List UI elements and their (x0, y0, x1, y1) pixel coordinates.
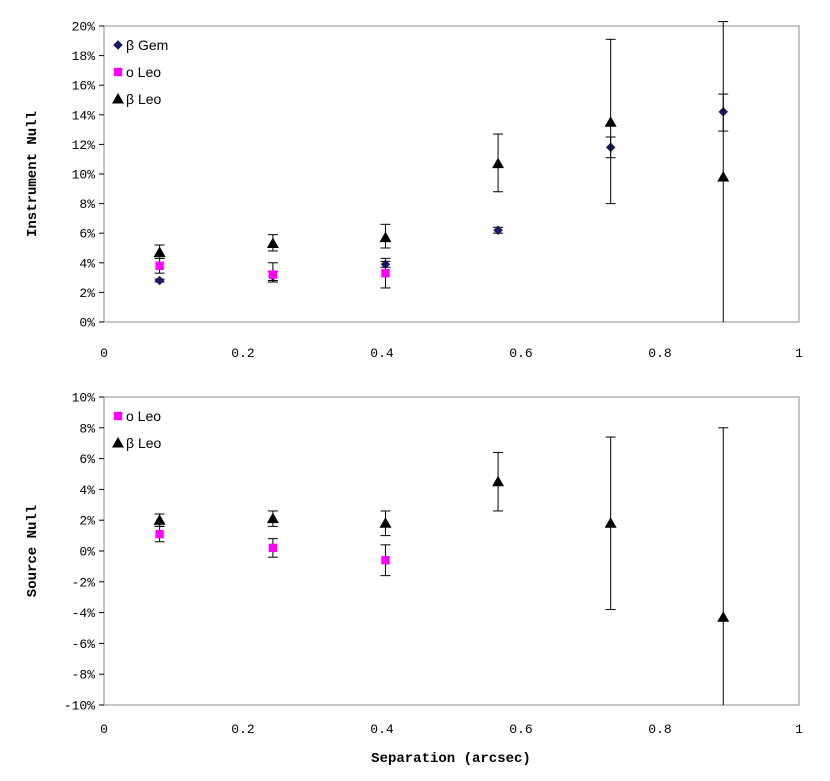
y-axis: 0% 2% 4% 6% 8% 10% 12% 14% 16% 18% 20% (72, 20, 104, 331)
y-tick-label: 10% (72, 391, 96, 406)
y-tick-label: 10% (72, 168, 96, 183)
data-point (154, 275, 165, 286)
data-point (492, 475, 505, 487)
plot-area (103, 25, 800, 323)
data-point (379, 517, 392, 528)
data-point (379, 231, 392, 243)
y-tick-label: 16% (72, 79, 96, 94)
data-point (492, 157, 505, 169)
data-point (717, 611, 730, 622)
legend-marker (113, 411, 123, 421)
x-tick-label: 0.4 (370, 346, 394, 361)
x-axis: 0 0.2 0.4 0.6 0.8 1 (100, 722, 803, 737)
data-point (717, 170, 730, 182)
data-point (493, 225, 503, 236)
data-point (266, 237, 279, 249)
legend-marker (112, 437, 124, 448)
data-point (153, 514, 166, 525)
legend-item: β Leo (112, 435, 162, 451)
legend-label: β Leo (126, 435, 162, 451)
data-point (381, 268, 390, 278)
series-triangle (153, 21, 730, 322)
legend-label: o Leo (126, 64, 161, 80)
data-point (604, 116, 617, 127)
data-point (266, 512, 279, 524)
y-axis-label: Instrument Null (25, 111, 41, 237)
legend-label: β Leo (126, 91, 162, 107)
data-series (153, 427, 730, 705)
y-tick-label: 0% (79, 316, 95, 331)
y-axis-label: Source Null (25, 505, 41, 597)
y-tick-label: 2% (79, 514, 95, 529)
x-tick-label: 0.2 (231, 346, 254, 361)
series-triangle (153, 427, 730, 705)
y-tick-label: -10% (64, 699, 95, 714)
legend-label: β Gem (126, 37, 168, 53)
y-tick-label: 6% (79, 452, 95, 467)
y-tick-label: -6% (72, 637, 96, 652)
data-point (604, 517, 617, 528)
data-point (155, 529, 164, 539)
x-tick-label: 0 (100, 722, 108, 737)
y-tick-label: 8% (79, 421, 95, 436)
y-tick-label: 12% (72, 138, 96, 153)
data-series (153, 21, 730, 322)
data-point (155, 261, 164, 270)
y-tick-label: 20% (72, 20, 96, 35)
y-tick-label: -2% (72, 575, 96, 590)
data-point (268, 543, 278, 553)
legend-marker (113, 67, 123, 77)
legend-marker (113, 40, 123, 50)
x-axis-label: Separation (arcsec) (371, 751, 531, 767)
legend: β Gem o Leo β Leo (112, 37, 168, 107)
y-tick-label: 2% (79, 286, 95, 301)
y-tick-label: 6% (79, 227, 95, 242)
legend: o Leo β Leo (112, 408, 162, 451)
y-tick-label: 8% (79, 197, 95, 212)
y-tick-label: 0% (79, 545, 95, 560)
x-axis: 0 0.2 0.4 0.6 0.8 1 (100, 346, 803, 361)
y-tick-label: -4% (72, 606, 96, 621)
legend-item: o Leo (113, 64, 161, 80)
x-tick-label: 0.2 (231, 722, 254, 737)
x-tick-label: 1 (795, 346, 803, 361)
data-point (381, 556, 390, 565)
source-null-chart: -10% -8% -6% -4% -2% 0% 2% 4% 6% 8% 10% 0 0.2 0.4 0.6… (25, 391, 803, 768)
legend-item: β Gem (113, 37, 168, 53)
error-bar (718, 427, 729, 705)
instrument-null-chart: 0%2%4%6%8%10%12%14%16%18%20% 0 0.2 0.4 0.6 0… (25, 20, 803, 362)
data-point (153, 246, 166, 257)
y-tick-label: 4% (79, 256, 95, 271)
y-tick-label: 14% (72, 108, 96, 123)
y-tick-label: -8% (72, 668, 96, 683)
series-square (154, 525, 391, 577)
y-tick-label: 4% (79, 483, 95, 498)
data-point (268, 270, 278, 279)
x-tick-label: 0.8 (648, 722, 671, 737)
legend-item: o Leo (113, 408, 161, 424)
x-tick-label: 0.6 (509, 346, 532, 361)
y-tick-label: 18% (72, 49, 96, 64)
legend-marker (112, 93, 124, 104)
plot-area (103, 396, 800, 706)
x-tick-label: 0.4 (370, 722, 394, 737)
y-axis: -10% -8% -6% -4% -2% 0% 2% 4% 6% 8% 10% (64, 391, 104, 714)
x-tick-label: 1 (795, 722, 803, 737)
legend-item: β Leo (112, 91, 162, 107)
x-tick-label: 0 (100, 346, 108, 361)
legend-label: o Leo (126, 408, 161, 424)
x-tick-label: 0.6 (509, 722, 532, 737)
x-tick-label: 0.8 (648, 346, 671, 361)
